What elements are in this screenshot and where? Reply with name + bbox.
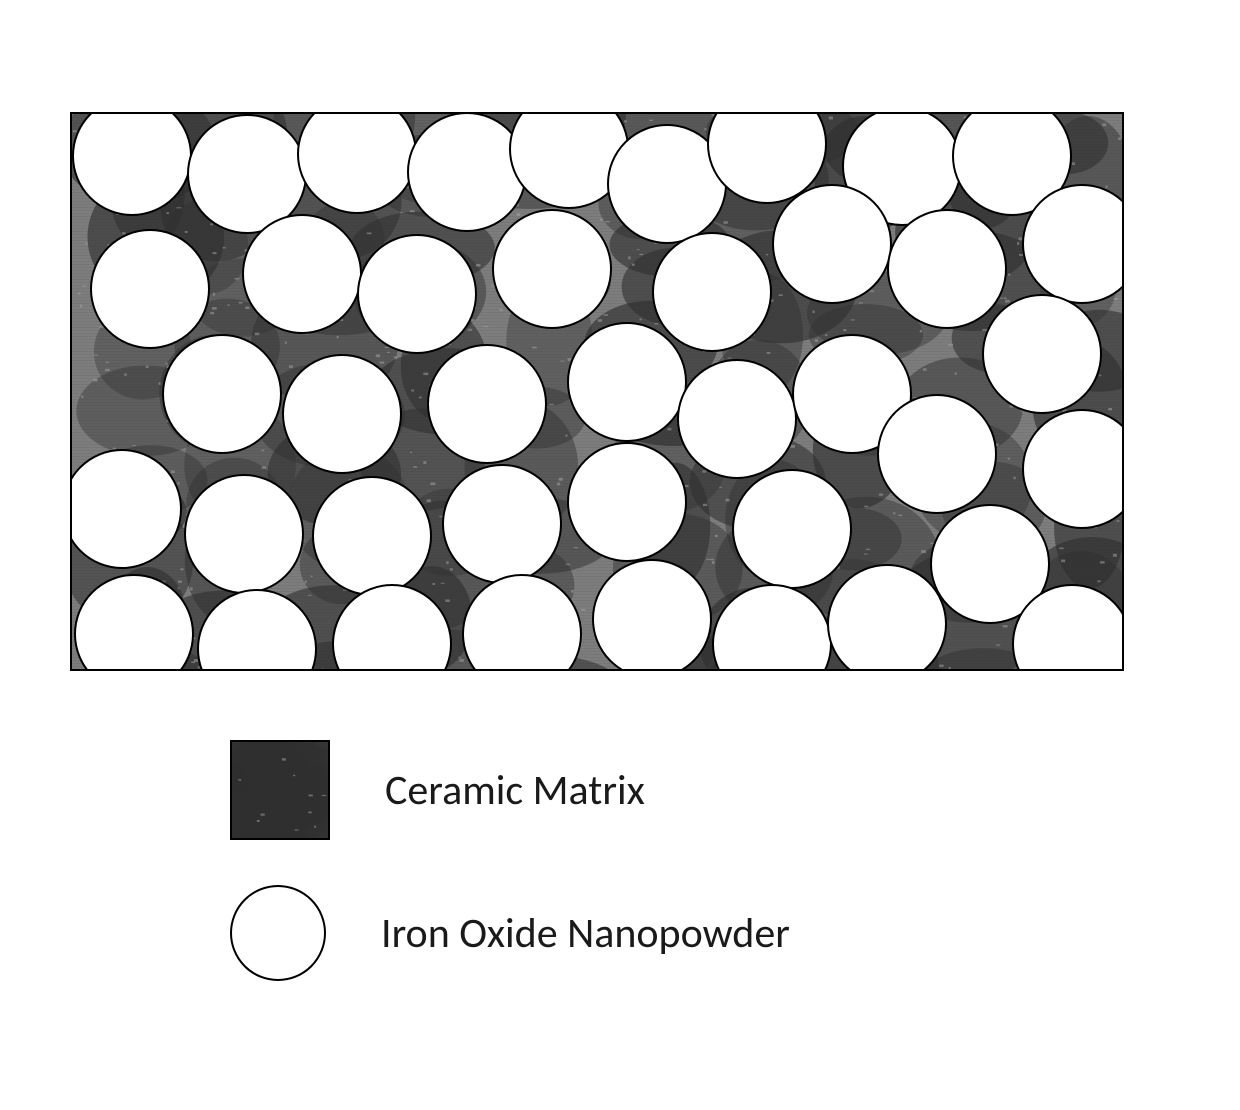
nanopowder-particle: [242, 214, 362, 334]
nanopowder-particle: [887, 209, 1007, 329]
legend-row-particle: Iron Oxide Nanopowder: [230, 885, 790, 981]
nanopowder-particle: [72, 112, 192, 216]
nanopowder-particle: [407, 112, 527, 232]
nanopowder-particle: [982, 294, 1102, 414]
nanopowder-particle: [312, 476, 432, 596]
nanopowder-particle: [1022, 409, 1124, 529]
nanopowder-particle: [592, 559, 712, 671]
nanopowder-particle: [567, 442, 687, 562]
nanopowder-particle: [74, 574, 194, 671]
nanopowder-particle: [492, 209, 612, 329]
legend-label-particle: Iron Oxide Nanopowder: [381, 908, 790, 959]
nanopowder-particle: [332, 584, 452, 671]
particles-layer: [72, 114, 1122, 669]
diagram-container: [70, 112, 1124, 671]
nanopowder-particle: [567, 322, 687, 442]
nanopowder-particle: [442, 464, 562, 584]
nanopowder-particle: [427, 344, 547, 464]
nanopowder-particle: [827, 564, 947, 671]
nanopowder-particle: [652, 232, 772, 352]
matrix-box: [70, 112, 1124, 671]
nanopowder-particle: [712, 584, 832, 671]
nanopowder-particle: [357, 234, 477, 354]
legend-label-matrix: Ceramic Matrix: [385, 765, 645, 816]
nanopowder-particle: [877, 394, 997, 514]
nanopowder-particle: [732, 469, 852, 589]
nanopowder-particle: [1022, 184, 1124, 304]
nanopowder-particle: [70, 449, 182, 569]
legend-swatch-circle: [230, 885, 326, 981]
nanopowder-particle: [162, 334, 282, 454]
nanopowder-particle: [772, 184, 892, 304]
nanopowder-particle: [462, 574, 582, 671]
legend: Ceramic Matrix Iron Oxide Nanopowder: [230, 740, 790, 1026]
nanopowder-particle: [282, 354, 402, 474]
nanopowder-particle: [297, 112, 417, 214]
nanopowder-particle: [197, 589, 317, 671]
legend-row-matrix: Ceramic Matrix: [230, 740, 790, 840]
legend-swatch-matrix: [230, 740, 330, 840]
legend-matrix-texture: [232, 742, 328, 838]
nanopowder-particle: [184, 474, 304, 594]
nanopowder-particle: [677, 359, 797, 479]
nanopowder-particle: [90, 229, 210, 349]
